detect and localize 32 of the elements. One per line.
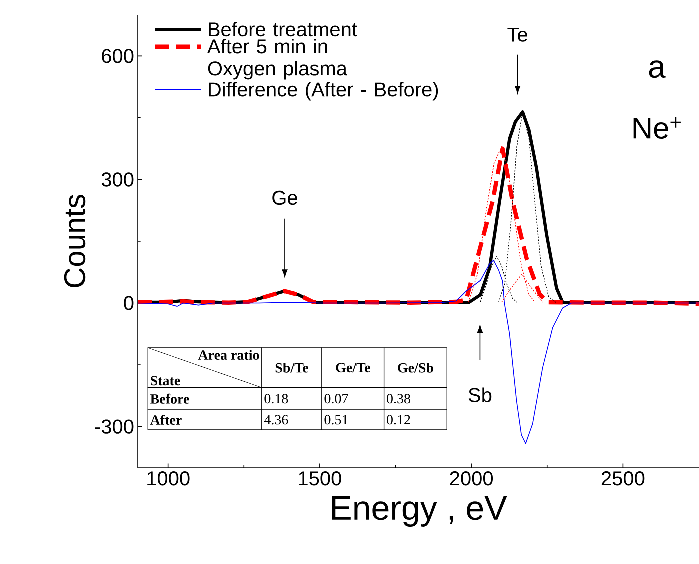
annotation: 0.38 xyxy=(387,394,410,404)
legend-label: After 5 min in Oxygen plasma xyxy=(207,39,348,80)
x-tick-label: 1000 xyxy=(148,472,190,486)
annotation: 0.07 xyxy=(324,394,348,404)
annotation: 4.36 xyxy=(264,415,288,425)
annotation: State xyxy=(151,376,180,386)
y-axis-title: Counts xyxy=(64,195,86,288)
legend-label: Before treatment xyxy=(209,22,358,37)
line-series xyxy=(136,146,699,306)
annotation: Ge/Te xyxy=(336,363,370,373)
annotation: Te xyxy=(508,28,528,42)
y-tick-label: 600 xyxy=(102,49,134,64)
annotation: 0.18 xyxy=(264,394,288,404)
annotation: Ne$^{+}$ xyxy=(634,118,681,139)
y-tick-label: 300 xyxy=(102,172,134,187)
annotation: After xyxy=(150,414,182,425)
annotation: 0.51 xyxy=(324,415,348,425)
annotation: 0.12 xyxy=(387,415,410,425)
annotation: Sb/Te xyxy=(276,362,309,373)
annotation: Before xyxy=(150,394,190,404)
annotation: Ge xyxy=(272,190,298,206)
y-tick-label: -300 xyxy=(95,420,134,434)
annotation: Ge/Sb xyxy=(398,362,434,373)
x-tick-label: 2500 xyxy=(602,472,645,486)
x-tick-label: 2000 xyxy=(450,472,494,486)
annotation: a xyxy=(649,60,666,78)
y-tick-label: 0 xyxy=(124,296,134,310)
legend-label: Difference (After - Before) xyxy=(209,82,438,101)
x-axis-title: Energy , eV xyxy=(332,496,508,527)
annotation: Area ratio xyxy=(198,350,260,360)
annotation: Sb xyxy=(468,388,492,402)
x-tick-label: 1500 xyxy=(299,472,342,486)
